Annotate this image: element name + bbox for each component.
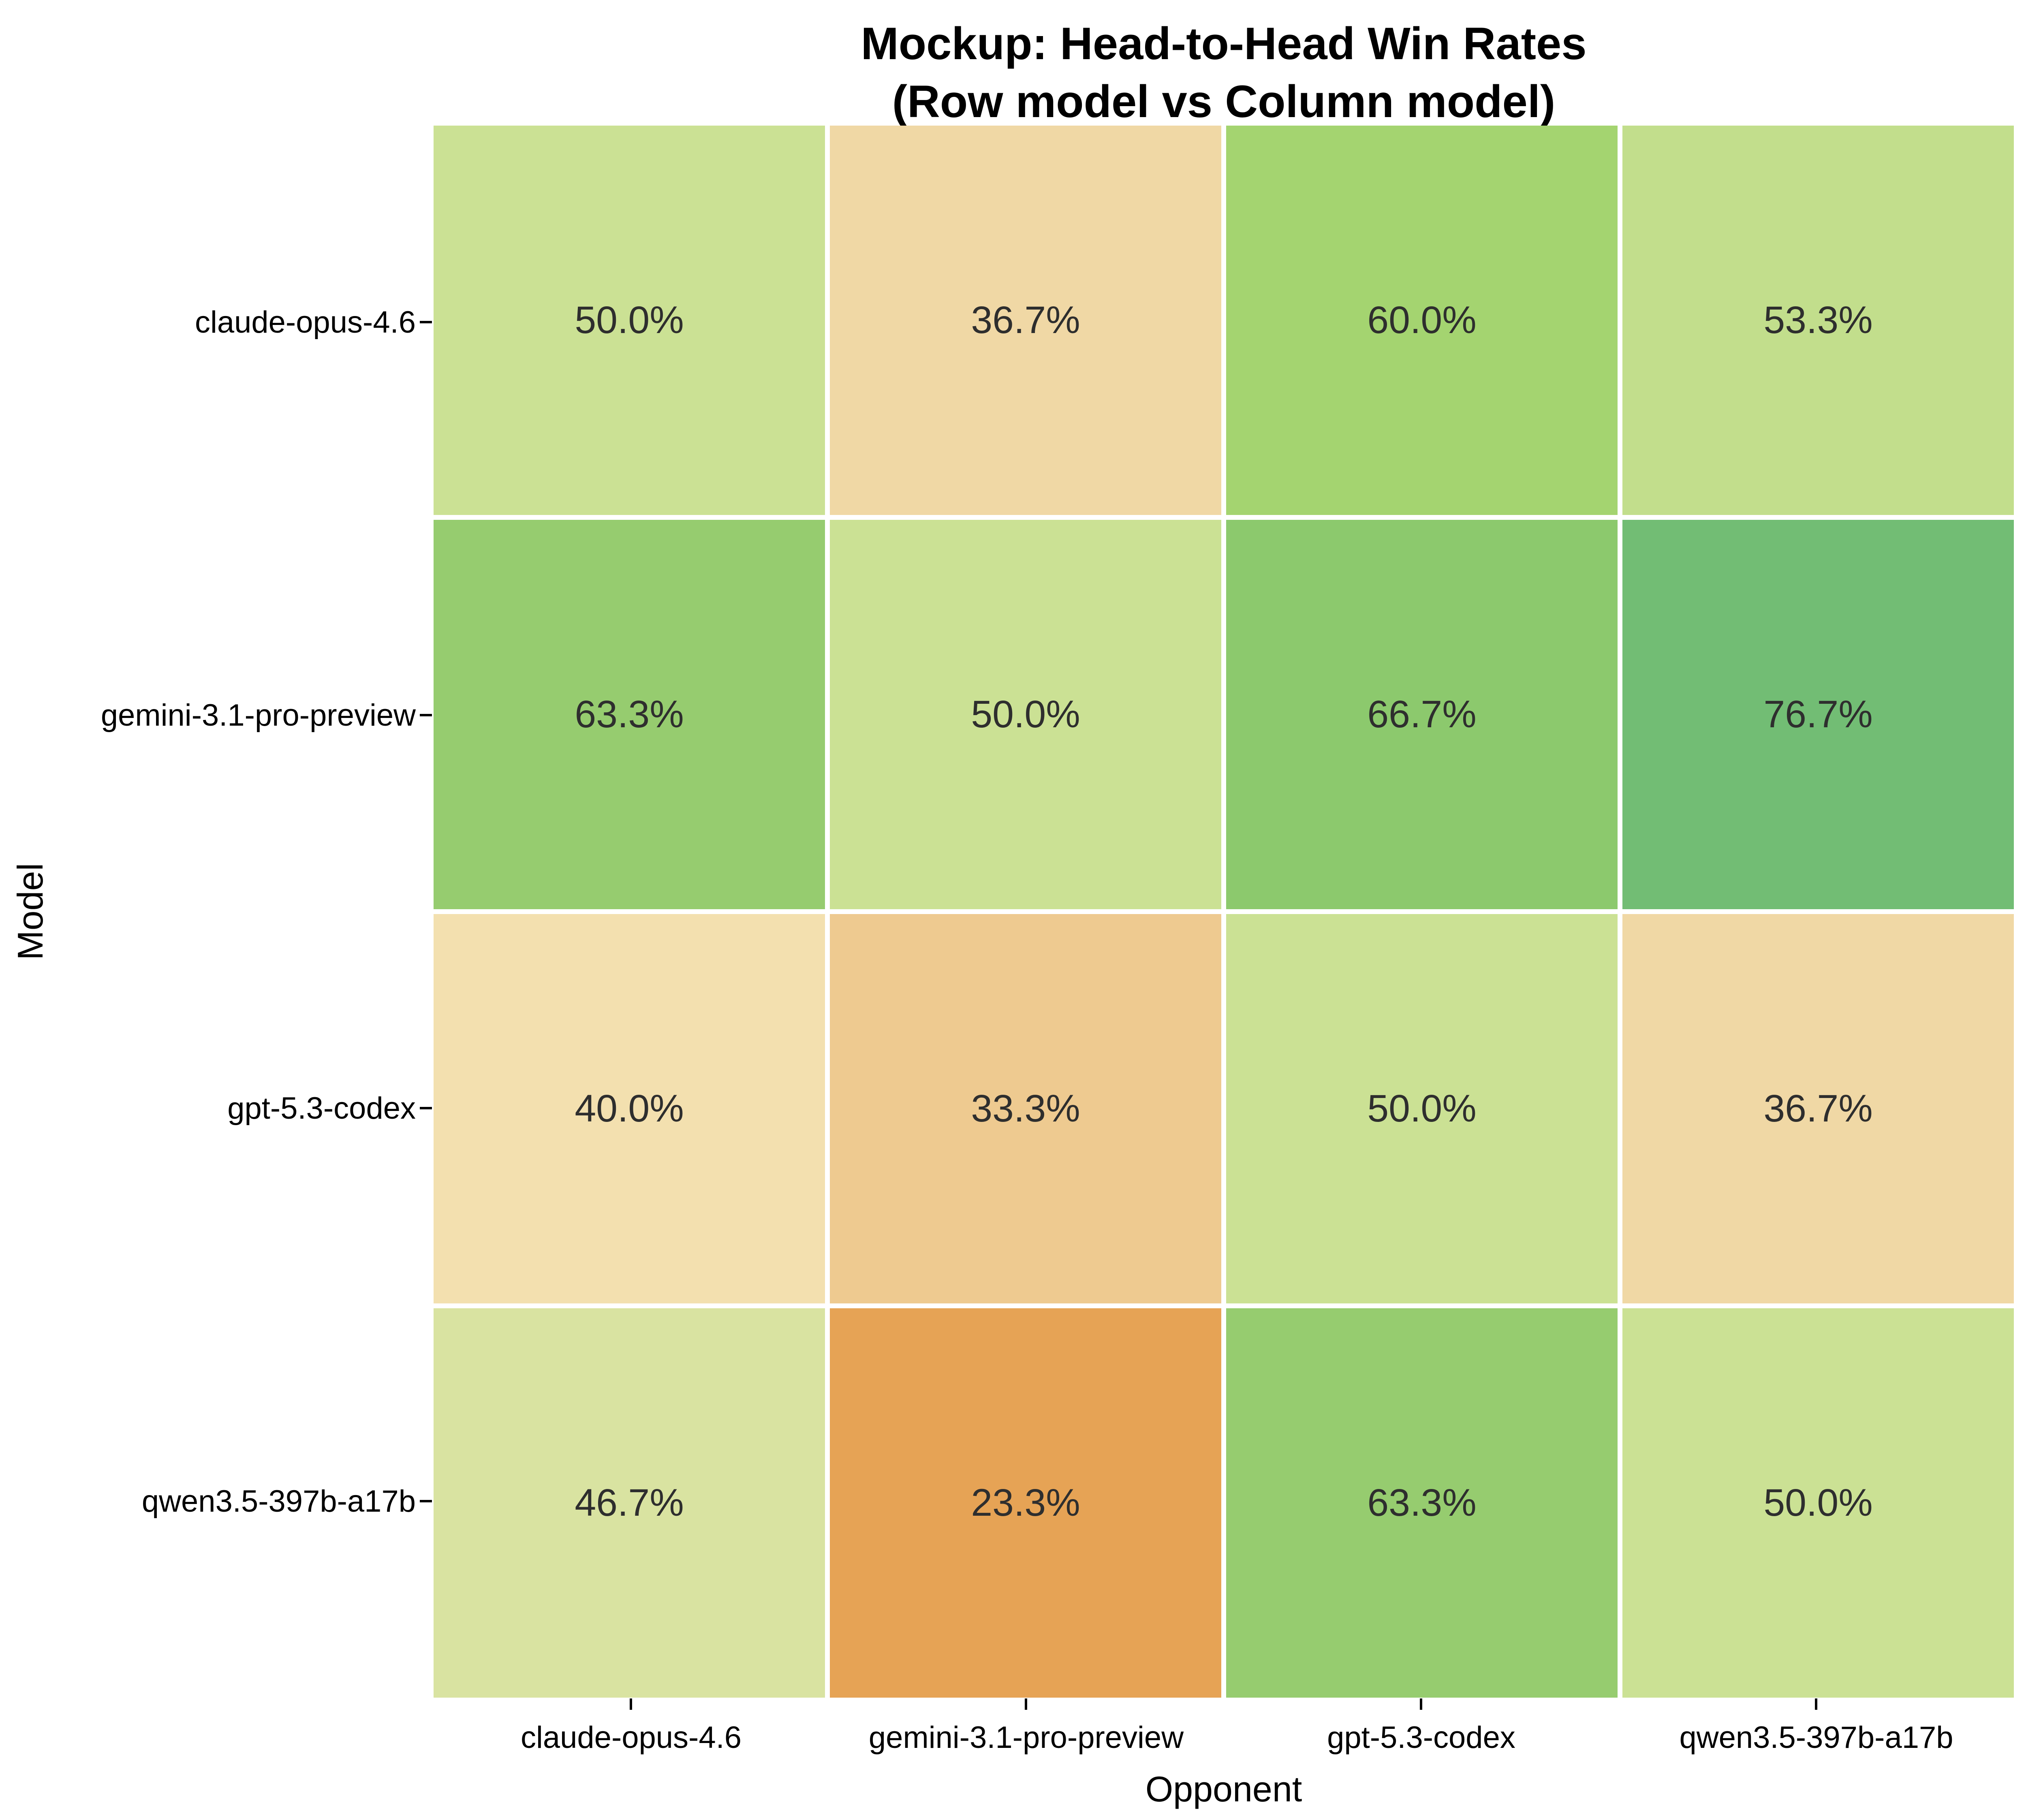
heatmap-cell: 50.0%	[830, 520, 1221, 909]
x-tick-label-gemini-3.1-pro-preview: gemini-3.1-pro-preview	[868, 1720, 1184, 1755]
heatmap-cell: 60.0%	[1226, 126, 1618, 515]
heatmap-cell: 50.0%	[1622, 1308, 2014, 1698]
cell-value: 60.0%	[1367, 299, 1477, 342]
cell-value: 50.0%	[1763, 1481, 1873, 1524]
x-axis-tick	[1815, 1698, 1817, 1710]
heatmap-cell: 46.7%	[434, 1308, 825, 1698]
y-axis-tick-labels: claude-opus-4.6 gemini-3.1-pro-preview g…	[0, 126, 416, 1698]
x-axis-title: Opponent	[1145, 1769, 1302, 1809]
cell-value: 76.7%	[1763, 693, 1873, 736]
heatmap-cell: 76.7%	[1622, 520, 2014, 909]
cell-value: 63.3%	[575, 693, 684, 736]
y-tick-label-qwen3.5-397b-a17b: qwen3.5-397b-a17b	[141, 1484, 416, 1519]
x-axis-tick	[1025, 1698, 1027, 1710]
heatmap-cell: 63.3%	[434, 520, 825, 909]
heatmap-cell: 63.3%	[1226, 1308, 1618, 1698]
cell-value: 50.0%	[575, 299, 684, 342]
heatmap-cell: 36.7%	[830, 126, 1221, 515]
heatmap-cell: 50.0%	[1226, 914, 1618, 1303]
y-tick-label-gemini-3.1-pro-preview: gemini-3.1-pro-preview	[100, 698, 416, 733]
x-axis-tick	[1420, 1698, 1422, 1710]
heatmap-grid: 50.0% 36.7% 60.0% 53.3% 63.3% 50.0% 66.7…	[434, 126, 2014, 1698]
cell-value: 53.3%	[1763, 299, 1873, 342]
chart-title-line2: (Row model vs Column model)	[892, 76, 1556, 127]
cell-value: 46.7%	[575, 1481, 684, 1524]
chart-title: Mockup: Head-to-Head Win Rates (Row mode…	[434, 15, 2014, 131]
y-axis-tick	[420, 714, 432, 716]
cell-value: 36.7%	[971, 299, 1080, 342]
cell-value: 50.0%	[971, 693, 1080, 736]
heatmap-cell: 36.7%	[1622, 914, 2014, 1303]
y-axis-tick	[420, 1500, 432, 1502]
x-tick-label-claude-opus-4.6: claude-opus-4.6	[520, 1720, 742, 1755]
y-tick-label-claude-opus-4.6: claude-opus-4.6	[194, 305, 416, 340]
x-tick-label-gpt-5.3-codex: gpt-5.3-codex	[1327, 1720, 1515, 1755]
chart-title-line1: Mockup: Head-to-Head Win Rates	[861, 18, 1587, 69]
heatmap-cell: 40.0%	[434, 914, 825, 1303]
heatmap-cell: 33.3%	[830, 914, 1221, 1303]
x-axis-tick	[630, 1698, 632, 1710]
cell-value: 63.3%	[1367, 1481, 1477, 1524]
cell-value: 33.3%	[971, 1087, 1080, 1130]
cell-value: 40.0%	[575, 1087, 684, 1130]
cell-value: 23.3%	[971, 1481, 1080, 1524]
heatmap-cell: 53.3%	[1622, 126, 2014, 515]
cell-value: 66.7%	[1367, 693, 1477, 736]
heatmap-cell: 50.0%	[434, 126, 825, 515]
cell-value: 36.7%	[1763, 1087, 1873, 1130]
y-tick-label-gpt-5.3-codex: gpt-5.3-codex	[227, 1091, 416, 1126]
y-axis-tick	[420, 321, 432, 323]
heatmap-cell: 66.7%	[1226, 520, 1618, 909]
y-axis-tick	[420, 1107, 432, 1109]
x-tick-label-qwen3.5-397b-a17b: qwen3.5-397b-a17b	[1679, 1720, 1953, 1755]
heatmap-cell: 23.3%	[830, 1308, 1221, 1698]
cell-value: 50.0%	[1367, 1087, 1477, 1130]
